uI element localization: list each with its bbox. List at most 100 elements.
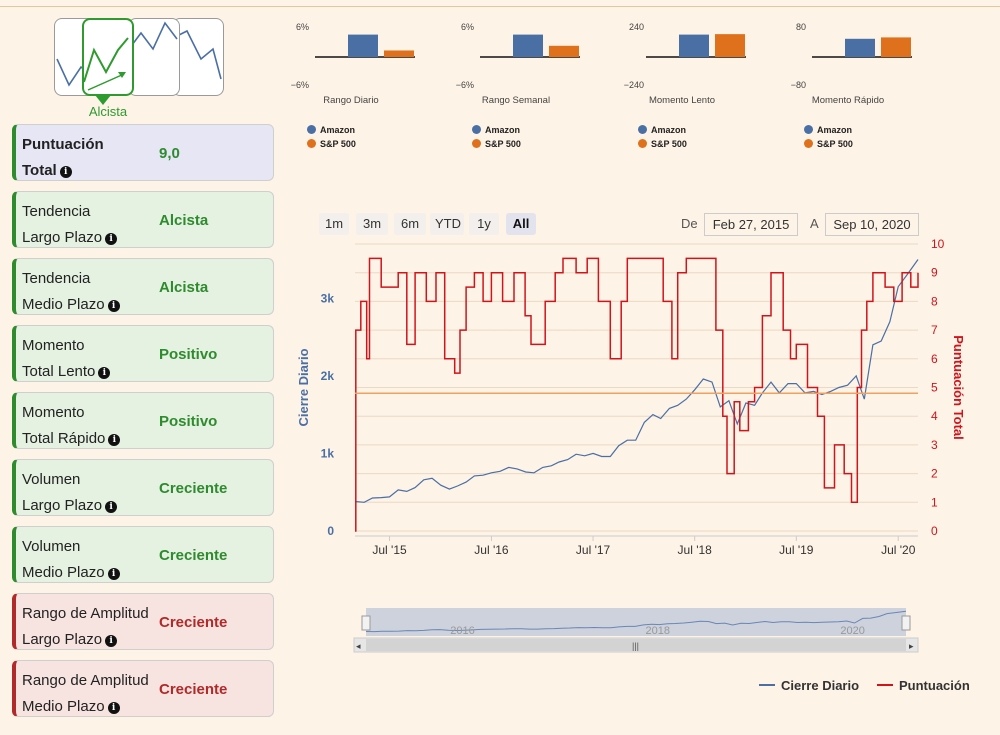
y-tick-label: 0	[327, 524, 334, 538]
card-total-score[interactable]: Puntuación Total i 9,0	[12, 124, 274, 181]
ytick-top: 6%	[460, 22, 474, 32]
bar-sp500	[881, 37, 911, 57]
top-divider	[0, 6, 1000, 7]
info-icon[interactable]: i	[105, 501, 118, 513]
trend-panel-bullish	[82, 18, 134, 96]
legend-dot-icon	[804, 139, 813, 148]
from-date-input[interactable]: Feb 27, 2015	[704, 213, 798, 236]
y2-tick-label: 3	[931, 438, 938, 452]
card-volume-medium[interactable]: Volumen Medio Plazo i Creciente	[12, 526, 274, 583]
to-date-input[interactable]: Sep 10, 2020	[825, 213, 919, 236]
trend-badge: Alcista	[54, 18, 226, 120]
x-tick-label: Jul '19	[779, 543, 814, 557]
card-name: Rango de Amplitud Medio Plazo i	[22, 672, 149, 715]
legend-amazon[interactable]: Amazon	[804, 125, 852, 135]
x-tick-label: Jul '18	[678, 543, 713, 557]
scroll-right-icon: ▸	[909, 641, 914, 651]
card-volume-long[interactable]: Volumen Largo Plazo i Creciente	[12, 459, 274, 516]
navigator-label: 2016	[450, 625, 474, 637]
legend-amazon[interactable]: Amazon	[638, 125, 686, 135]
range-button-ytd[interactable]: YTD	[430, 213, 464, 235]
info-icon[interactable]: i	[59, 166, 72, 178]
navigator[interactable]: 2016 2018 2020 ◂ ▸ |||	[350, 604, 922, 656]
x-tick-label: Jul '20	[881, 543, 916, 557]
ytick-bottom: −240	[623, 80, 644, 90]
mini-chart-svg	[315, 34, 415, 58]
main-chart[interactable]: 0 1 2 3 4 5 6 7 8 9 10 0 1k 2k 3k Jul '15 Jul '16 Jul '17…	[290, 232, 990, 562]
ytick-top: 80	[795, 22, 806, 32]
card-range-long[interactable]: Rango de Amplitud Largo Plazo i Creciente	[12, 593, 274, 650]
mini-chart-title: Momento Lento	[648, 95, 715, 106]
ytick-bottom: −6%	[455, 80, 474, 90]
info-icon[interactable]: i	[107, 300, 120, 312]
legend-dot-icon	[307, 125, 316, 134]
legend-sp500[interactable]: S&P 500	[307, 139, 356, 149]
card-name: Rango de Amplitud Largo Plazo i	[22, 605, 149, 648]
info-icon[interactable]: i	[107, 568, 120, 580]
range-button-3m[interactable]: 3m	[356, 213, 388, 235]
y-tick-label: 1k	[321, 446, 335, 460]
ytick-top: 6%	[295, 22, 309, 32]
mini-chart-slow-momentum: 240 −240 Momento Lento Amazon S&P 500	[616, 22, 748, 152]
scroll-left-icon: ◂	[356, 641, 361, 651]
card-name: Volumen Largo Plazo i	[22, 467, 162, 519]
navigator-handle-right	[901, 615, 911, 631]
card-trend-long[interactable]: Tendencia Largo Plazo i Alcista	[12, 191, 274, 248]
ytick-bottom: −6%	[290, 80, 309, 90]
legend-sp500[interactable]: S&P 500	[804, 139, 853, 149]
info-icon[interactable]: i	[105, 233, 118, 245]
card-name: Momento Total Rápido i	[22, 400, 162, 452]
legend-line-icon	[759, 684, 775, 686]
legend-dot-icon	[638, 139, 647, 148]
card-name: Momento Total Lento i	[22, 333, 162, 385]
bar-amazon	[679, 34, 709, 57]
card-range-medium[interactable]: Rango de Amplitud Medio Plazo i Creciente	[12, 660, 274, 717]
trend-panel-flat	[128, 18, 180, 96]
navigator-handle-left	[361, 615, 371, 631]
y-tick-label: 2k	[321, 369, 335, 383]
card-value: Creciente	[159, 614, 228, 631]
card-value: Alcista	[159, 279, 209, 296]
range-button-6m[interactable]: 6m	[394, 213, 426, 235]
legend-score[interactable]: Puntuación	[877, 678, 970, 693]
x-tick-label: Jul '15	[372, 543, 407, 557]
legend-daily-close[interactable]: Cierre Diario	[759, 678, 859, 693]
mini-chart-fast-momentum: 80 −80 Momento Rápido Amazon S&P 500	[782, 22, 914, 152]
mini-chart-svg	[646, 34, 746, 58]
info-icon[interactable]: i	[107, 702, 120, 714]
bar-amazon	[513, 34, 543, 57]
navigator-series	[365, 610, 907, 633]
card-value: Positivo	[159, 413, 218, 430]
info-icon[interactable]: i	[105, 635, 118, 647]
info-icon[interactable]: i	[98, 367, 111, 379]
bar-sp500	[384, 50, 414, 57]
card-value: 9,0	[159, 145, 180, 162]
legend-dot-icon	[472, 139, 481, 148]
range-button-all[interactable]: All	[506, 213, 536, 235]
trend-panel-down-2	[172, 18, 224, 96]
legend-amazon[interactable]: Amazon	[307, 125, 355, 135]
range-button-1m[interactable]: 1m	[319, 213, 349, 235]
info-icon[interactable]: i	[108, 434, 121, 446]
navigator-label: 2020	[840, 625, 864, 637]
card-trend-medium[interactable]: Tendencia Medio Plazo i Alcista	[12, 258, 274, 315]
y2-tick-label: 1	[931, 495, 938, 509]
y-axis-title: Cierre Diario	[296, 348, 311, 426]
x-tick-label: Jul '17	[576, 543, 611, 557]
y2-axis-title: Puntuación Total	[951, 335, 966, 439]
y2-tick-label: 7	[931, 323, 938, 337]
y2-tick-label: 6	[931, 352, 938, 366]
y2-tick-label: 0	[931, 524, 938, 538]
range-button-1y[interactable]: 1y	[469, 213, 499, 235]
y2-tick-label: 10	[931, 237, 945, 251]
legend-sp500[interactable]: S&P 500	[638, 139, 687, 149]
legend-sp500[interactable]: S&P 500	[472, 139, 521, 149]
legend-dot-icon	[804, 125, 813, 134]
legend-dot-icon	[472, 125, 481, 134]
legend-amazon[interactable]: Amazon	[472, 125, 520, 135]
card-momentum-fast[interactable]: Momento Total Rápido i Positivo	[12, 392, 274, 449]
trend-label: Alcista	[88, 104, 128, 119]
legend-line-icon	[877, 684, 893, 686]
card-momentum-slow[interactable]: Momento Total Lento i Positivo	[12, 325, 274, 382]
y2-tick-label: 4	[931, 409, 938, 423]
